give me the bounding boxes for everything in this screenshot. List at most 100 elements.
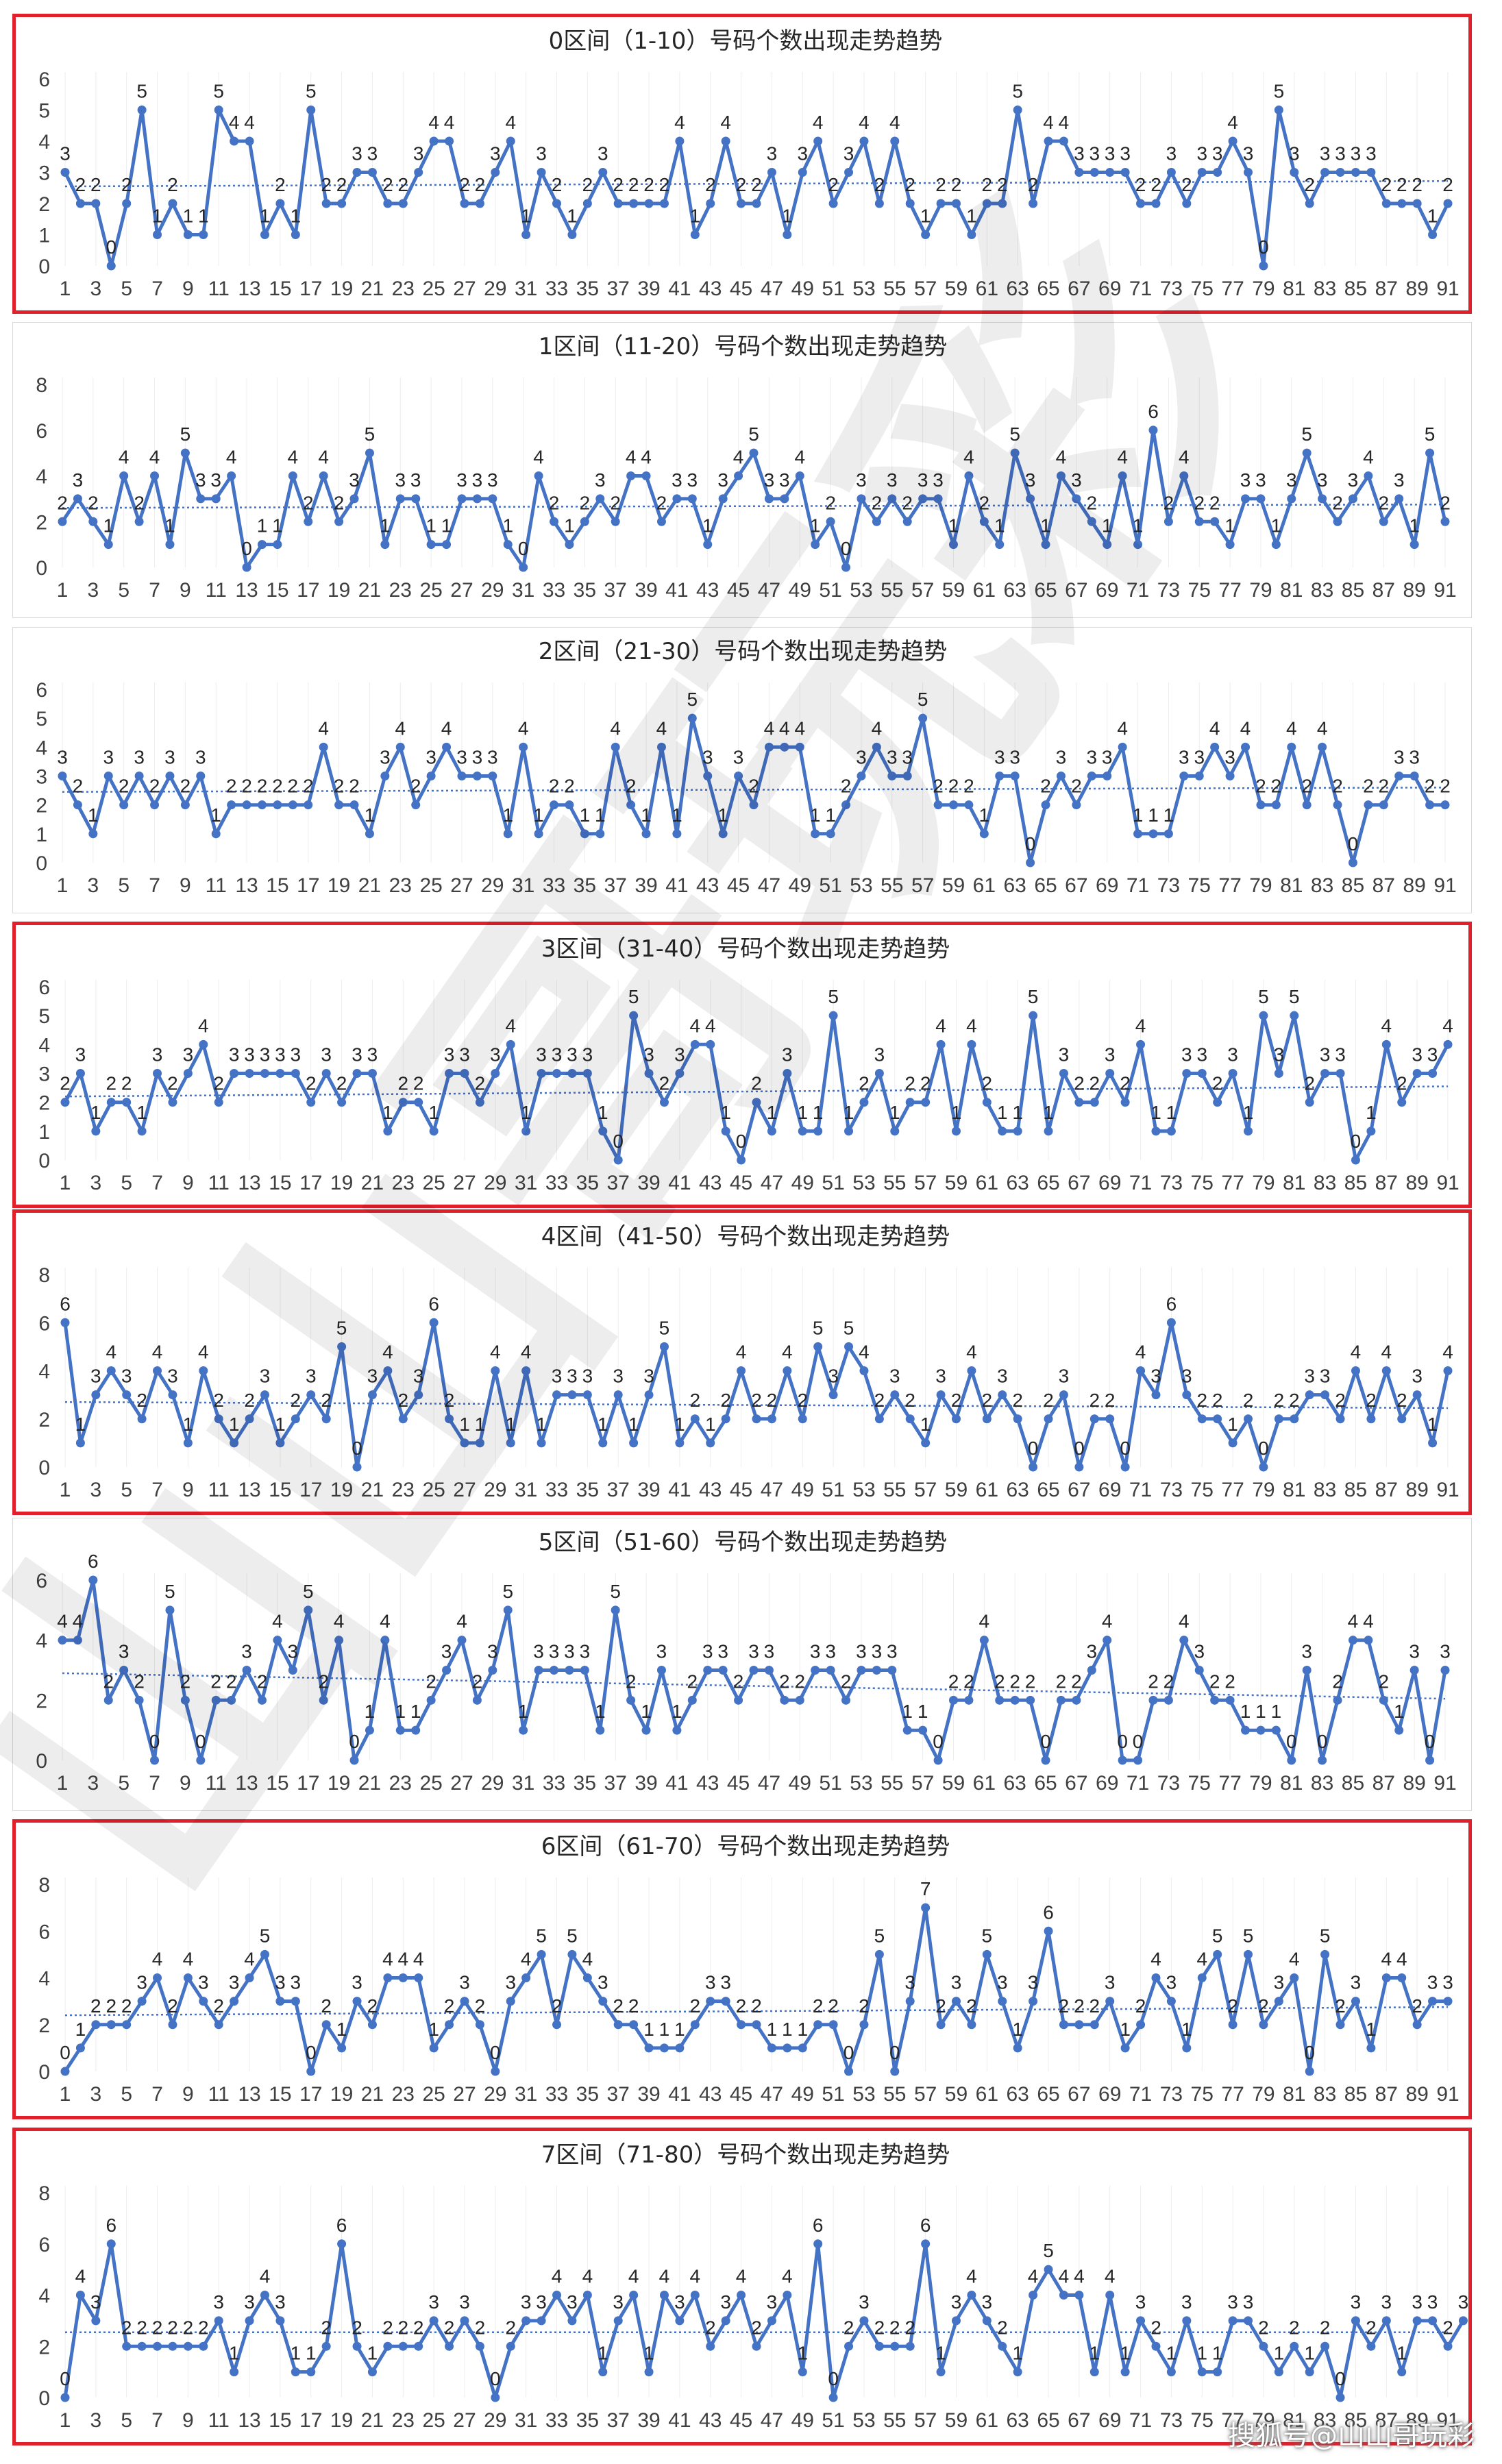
data-label: 2 xyxy=(828,1995,839,2017)
data-point xyxy=(998,1390,1007,1400)
data-label: 3 xyxy=(1059,1044,1070,1065)
data-label: 3 xyxy=(352,1972,362,1993)
data-point xyxy=(813,2020,823,2030)
data-point xyxy=(826,829,835,839)
data-point xyxy=(1213,1098,1222,1107)
data-label: 5 xyxy=(828,986,839,1007)
x-tick-label: 35 xyxy=(576,1479,599,1501)
x-tick-label: 41 xyxy=(668,1172,691,1194)
x-tick-label: 49 xyxy=(789,1772,811,1795)
data-label: 4 xyxy=(1179,447,1190,468)
data-label: 2 xyxy=(1335,1390,1346,1411)
data-point xyxy=(752,2341,761,2351)
x-tick-label: 61 xyxy=(976,278,998,300)
x-tick-label: 85 xyxy=(1344,278,1367,300)
data-label: 1 xyxy=(1427,1414,1438,1435)
data-label: 4 xyxy=(782,2266,793,2287)
x-tick-label: 37 xyxy=(607,1172,630,1194)
data-label: 2 xyxy=(152,2317,163,2338)
data-point xyxy=(334,800,344,810)
data-label: 4 xyxy=(889,112,900,133)
data-label: 3 xyxy=(1028,1972,1039,1993)
x-tick-label: 91 xyxy=(1433,1772,1456,1795)
data-point xyxy=(1164,517,1173,526)
data-label: 4 xyxy=(1381,1015,1392,1036)
data-label: 3 xyxy=(1320,1366,1331,1387)
data-point xyxy=(951,1414,961,1424)
data-label: 3 xyxy=(552,1366,563,1387)
data-point xyxy=(783,1366,792,1375)
data-point xyxy=(383,199,393,208)
data-label: 2 xyxy=(90,174,101,195)
x-tick-label: 49 xyxy=(789,579,811,602)
data-label: 4 xyxy=(963,447,974,468)
data-point xyxy=(1333,800,1342,810)
data-point xyxy=(1244,1126,1253,1136)
data-label: 3 xyxy=(1286,469,1297,491)
x-tick-label: 11 xyxy=(206,579,227,602)
data-point xyxy=(337,2239,347,2249)
data-point xyxy=(137,1126,147,1136)
data-point xyxy=(196,1755,206,1765)
data-label: 3 xyxy=(505,1972,516,1993)
data-label: 3 xyxy=(90,2291,101,2313)
data-point xyxy=(199,1997,208,2006)
data-point xyxy=(767,1126,776,1136)
data-label: 3 xyxy=(1135,2291,1146,2313)
data-point xyxy=(183,1438,193,1448)
x-tick-label: 35 xyxy=(576,1172,599,1194)
data-label: 3 xyxy=(321,1044,332,1065)
data-label: 4 xyxy=(533,447,544,468)
data-label: 4 xyxy=(490,1342,501,1363)
data-label: 4 xyxy=(441,717,452,739)
x-tick-label: 9 xyxy=(182,278,194,300)
data-point xyxy=(227,1695,236,1705)
x-tick-label: 55 xyxy=(881,874,903,897)
data-point xyxy=(119,800,129,810)
data-label: 2 xyxy=(57,492,68,513)
data-point xyxy=(1010,1695,1020,1705)
data-label: 3 xyxy=(472,469,483,491)
data-label: 2 xyxy=(1289,2317,1300,2338)
x-tick-label: 43 xyxy=(696,579,719,602)
x-tick-label: 27 xyxy=(450,874,473,897)
data-point xyxy=(275,199,285,208)
y-tick-label: 6 xyxy=(38,69,50,91)
x-tick-label: 7 xyxy=(151,2409,163,2432)
data-point xyxy=(475,2020,484,2030)
data-label: 1 xyxy=(935,2343,946,2364)
x-tick-label: 19 xyxy=(330,1172,353,1194)
x-tick-label: 1 xyxy=(60,2083,71,2106)
data-point xyxy=(1029,1997,1038,2006)
data-point xyxy=(552,199,562,208)
data-point xyxy=(656,742,666,752)
data-label: 6 xyxy=(428,1293,439,1314)
data-label: 3 xyxy=(291,1044,301,1065)
x-tick-label: 1 xyxy=(60,1479,71,1501)
y-tick-label: 2 xyxy=(36,795,47,817)
x-tick-label: 47 xyxy=(758,579,780,602)
y-tick-label: 0 xyxy=(38,1457,50,1479)
x-tick-label: 21 xyxy=(361,2083,384,2106)
x-tick-label: 77 xyxy=(1221,278,1244,300)
x-tick-label: 55 xyxy=(883,1479,906,1501)
data-label: 2 xyxy=(904,174,915,195)
data-point xyxy=(828,2020,838,2030)
data-label: 3 xyxy=(933,469,944,491)
x-tick-label: 69 xyxy=(1096,579,1118,602)
data-label: 1 xyxy=(198,206,209,227)
data-point xyxy=(565,540,574,550)
chart-panel-2: 2区间（21-30）号码个数出现走势趋势 0 1 2 3 4 5 6 1 3 5 7 9 11 13 15 17… xyxy=(12,627,1472,913)
data-label: 1 xyxy=(291,206,301,227)
data-label: 2 xyxy=(444,1995,455,2017)
x-tick-label: 15 xyxy=(266,1772,288,1795)
data-point xyxy=(1379,800,1388,810)
data-point xyxy=(857,494,866,504)
chart-panel-5: 5区间（51-60）号码个数出现走势趋势 0 2 4 6 1 3 5 7 9 11 13 15 17 19 2… xyxy=(12,1518,1472,1811)
data-point xyxy=(1166,1318,1176,1327)
y-tick-label: 0 xyxy=(38,256,50,278)
data-label: 1 xyxy=(920,206,931,227)
data-label: 1 xyxy=(183,1414,194,1435)
data-point xyxy=(321,1069,331,1078)
data-point xyxy=(582,2291,592,2300)
